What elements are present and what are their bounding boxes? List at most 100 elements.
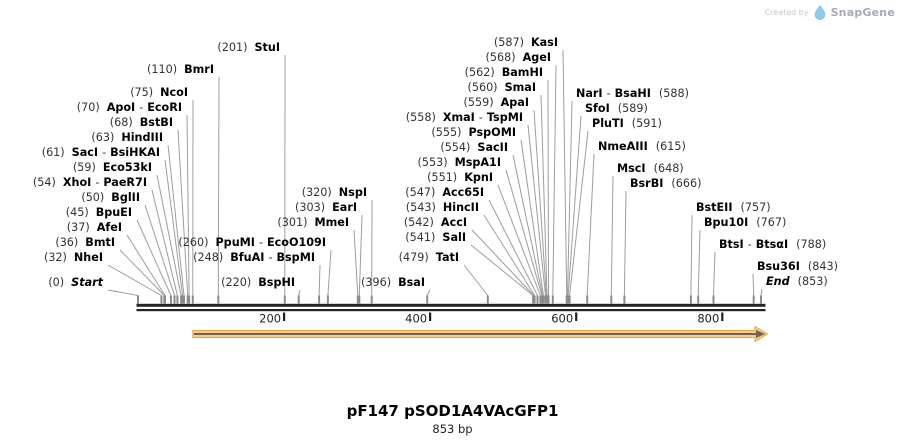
site-label-agei: (568) AgeI: [485, 51, 551, 64]
map-title-block: pF147 pSOD1A4VAcGFP1 853 bp: [0, 403, 905, 436]
leader-line: [164, 159, 184, 296]
leader-line: [471, 229, 535, 296]
leader-line: [177, 129, 189, 296]
site-label-msci: MscI (648): [617, 162, 684, 175]
leader-line: [552, 64, 557, 296]
site-label-tati: (479) TatI: [399, 251, 459, 264]
leader-line: [318, 264, 321, 296]
site-label-sacii: (554) SacII: [440, 141, 508, 154]
site-label-pspomi: (555) PspOMI: [431, 126, 516, 139]
ruler-tick-label: 200: [259, 312, 281, 326]
leader-line: [610, 175, 614, 296]
site-label-hincii: (543) HincII: [406, 201, 479, 214]
leader-line: [623, 190, 627, 296]
site-label-acci: (542) AccI: [404, 216, 467, 229]
leader-line: [156, 174, 182, 296]
site-label-pluti: PluTI (591): [592, 117, 662, 130]
leader-line: [136, 219, 172, 296]
site-label-kasi: (587) KasI: [494, 36, 558, 49]
site-label-bfuai-bspmi: (248) BfuAI - BspMI: [193, 251, 315, 264]
leader-line: [167, 144, 185, 296]
site-label-bmri: (110) BmrI: [147, 63, 214, 76]
site-label-apoi-ecori: (70) ApoI - EcoRI: [77, 101, 182, 114]
site-label-mmei: (301) MmeI: [277, 216, 349, 229]
site-label-bsrbi: BsrBI (666): [630, 177, 702, 190]
site-label-end: End (853): [766, 275, 828, 288]
site-label-bsai: (396) BsaI: [361, 276, 425, 289]
site-label-hindiii: (63) HindIII: [91, 131, 163, 144]
leader-line: [327, 249, 332, 296]
site-label-afei: (37) AfeI: [67, 221, 122, 234]
leader-line: [470, 244, 534, 296]
plasmid-title: pF147 pSOD1A4VAcGFP1: [346, 402, 559, 420]
leader-line: [107, 289, 139, 296]
leader-line: [144, 204, 175, 296]
site-labels: (0) Start (32) NheI (36) BmtI (37) AfeI (45) BpuE…: [33, 36, 838, 289]
site-label-acc65i: (547) Acc65I: [405, 186, 484, 199]
leader-line: [483, 214, 536, 296]
feature-arrow: [192, 325, 769, 343]
created-by-label: Created by: [764, 8, 809, 17]
site-label-bpuei: (45) BpuEI: [66, 206, 132, 219]
leader-line: [533, 109, 547, 296]
leader-line: [358, 214, 363, 296]
site-label-mspa1i: (553) MspA1I: [418, 156, 502, 169]
leader-line: [520, 139, 544, 296]
site-label-bmti: (36) BmtI: [55, 236, 115, 249]
site-label-stui: (201) StuI: [217, 41, 280, 54]
leader-line: [690, 214, 693, 296]
leader-line: [126, 234, 166, 296]
leader-line: [505, 169, 543, 296]
site-label-sali: (541) SalI: [405, 231, 466, 244]
ruler: 200 400 600 800: [259, 312, 724, 326]
site-label-bstbi: (68) BstBI: [110, 116, 173, 129]
leader-line: [107, 264, 162, 296]
site-label-bsteii: BstEII (757): [696, 201, 771, 214]
leader-line: [353, 229, 359, 296]
leader-line: [562, 49, 568, 296]
leader-line: [713, 251, 716, 296]
leader-lines: [107, 49, 763, 304]
site-label-btsi-btsαi: BtsI - BtsαI (788): [719, 238, 826, 251]
site-label-bpu10i: Bpu10I (767): [704, 216, 786, 229]
ruler-tick-label: 800: [697, 312, 719, 326]
leader-line: [151, 189, 178, 296]
leader-line: [512, 154, 544, 296]
leader-line: [298, 289, 301, 296]
leader-line: [760, 288, 763, 296]
site-label-xhoi-paer7i: (54) XhoI - PaeR7I: [33, 176, 147, 189]
site-label-bglii: (50) BglII: [81, 191, 140, 204]
site-label-eari: (303) EarI: [295, 201, 357, 214]
site-label-xmai-tspmi: (558) XmaI - TspMI: [406, 111, 523, 124]
snapgene-logo-icon: [814, 5, 826, 20]
leader-line: [586, 153, 595, 296]
site-label-nspi: (320) NspI: [302, 186, 367, 199]
leader-line: [752, 273, 755, 296]
leader-line: [547, 79, 549, 296]
site-label-nari-bsahi: NarI - BsaHI (588): [576, 87, 689, 100]
leader-line: [497, 184, 541, 296]
site-label-sfoi: SfoI (589): [585, 102, 648, 115]
site-label-ppumi-ecoo109i: (260) PpuMI - EcoO109I: [178, 236, 326, 249]
site-label-bsphi: (220) BspHI: [221, 276, 295, 289]
snapgene-branding: Created by SnapGene: [765, 5, 895, 20]
leader-line: [426, 289, 431, 296]
baseline-top: [136, 303, 766, 307]
site-label-apai: (559) ApaI: [464, 96, 529, 109]
leader-line: [697, 229, 701, 296]
sequence-baseline: [136, 303, 766, 312]
leader-line: [567, 100, 573, 296]
site-label-start: (0) Start: [48, 276, 103, 289]
leader-line: [569, 130, 589, 296]
snapgene-brand-label: SnapGene: [830, 6, 895, 19]
plasmid-length: 853 bp: [432, 421, 473, 436]
site-label-smai: (560) SmaI: [467, 81, 536, 94]
baseline-bottom: [136, 309, 766, 312]
ruler-tick-label: 600: [551, 312, 573, 326]
leader-line: [488, 199, 538, 296]
site-label-kpni: (551) KpnI: [427, 171, 493, 184]
ruler-tick-label: 400: [405, 312, 427, 326]
site-label-nhei: (32) NheI: [44, 251, 103, 264]
